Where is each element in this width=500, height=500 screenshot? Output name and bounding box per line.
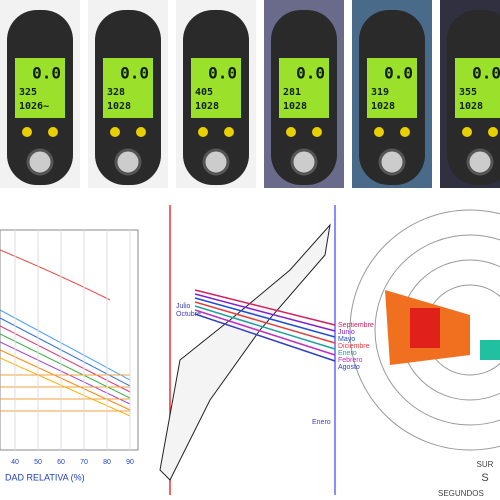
x-tick-label: 90 bbox=[126, 459, 134, 466]
device-sensor bbox=[378, 148, 406, 176]
device-button bbox=[462, 127, 472, 137]
psychro-grid bbox=[159, 223, 331, 481]
x-tick-label: 60 bbox=[57, 459, 65, 466]
device-sensor bbox=[202, 148, 230, 176]
month-label: Junio bbox=[338, 329, 355, 336]
chart-line bbox=[0, 325, 131, 393]
reading-main: 0.0 bbox=[208, 64, 237, 83]
axis-label: SEGUNDOS bbox=[438, 489, 484, 498]
month-line bbox=[194, 297, 336, 338]
month-label: Agosto bbox=[338, 364, 360, 371]
device-screen bbox=[15, 58, 65, 118]
x-axis-label: DAD RELATIVA (%) bbox=[5, 472, 85, 482]
device-sensor bbox=[114, 148, 142, 176]
x-tick-label: 50 bbox=[34, 459, 42, 466]
device-sensor bbox=[26, 148, 54, 176]
device-button bbox=[312, 127, 322, 137]
reading: 1028 bbox=[459, 101, 483, 112]
month-label: Febrero bbox=[338, 357, 363, 364]
reading: 325 bbox=[19, 87, 37, 98]
chart-line bbox=[0, 309, 131, 381]
reading: 1028 bbox=[195, 101, 219, 112]
device-screen bbox=[103, 58, 153, 118]
device-button bbox=[22, 127, 32, 137]
reading-main: 0.0 bbox=[32, 64, 61, 83]
x-tick-label: 80 bbox=[103, 459, 111, 466]
month-label: Octubre bbox=[176, 311, 201, 318]
device-button bbox=[136, 127, 146, 137]
device-screen bbox=[367, 58, 417, 118]
month-line bbox=[194, 289, 336, 326]
chart-line bbox=[0, 349, 131, 411]
reading: 328 bbox=[107, 87, 125, 98]
reading: 1028 bbox=[107, 101, 131, 112]
chart-line bbox=[0, 341, 131, 405]
polar-chart bbox=[349, 209, 500, 451]
month-label: Enero bbox=[312, 419, 331, 426]
polar-teal bbox=[480, 340, 500, 360]
month-label: Enero bbox=[338, 350, 357, 357]
reading: 1028 bbox=[283, 101, 307, 112]
reading: 355 bbox=[459, 87, 477, 98]
device-sensor bbox=[466, 148, 494, 176]
month-line bbox=[194, 309, 336, 356]
polar-label: SUR bbox=[477, 460, 494, 469]
month-label: Julio bbox=[176, 303, 191, 310]
reading-main: 0.0 bbox=[472, 64, 500, 83]
device-screen bbox=[455, 58, 500, 118]
polar-core bbox=[410, 308, 440, 348]
month-line bbox=[194, 313, 336, 362]
device-button bbox=[224, 127, 234, 137]
month-line bbox=[194, 305, 336, 350]
device-button bbox=[198, 127, 208, 137]
device-screen bbox=[191, 58, 241, 118]
device-button bbox=[488, 127, 498, 137]
month-label: Septiembre bbox=[338, 322, 374, 329]
reading: 405 bbox=[195, 87, 213, 98]
reading-main: 0.0 bbox=[296, 64, 325, 83]
left-chart-frame bbox=[0, 229, 139, 451]
month-label: Mayo bbox=[338, 336, 355, 343]
x-tick-label: 40 bbox=[11, 459, 19, 466]
x-tick-label: 70 bbox=[80, 459, 88, 466]
reading-main: 0.0 bbox=[120, 64, 149, 83]
reading: 1028 bbox=[371, 101, 395, 112]
device-button bbox=[374, 127, 384, 137]
month-line bbox=[194, 293, 336, 332]
red-curve bbox=[0, 249, 111, 301]
device-button bbox=[400, 127, 410, 137]
device-screen bbox=[279, 58, 329, 118]
device-sensor bbox=[290, 148, 318, 176]
month-label: Diciembre bbox=[338, 343, 370, 350]
device-button bbox=[48, 127, 58, 137]
reading: 319 bbox=[371, 87, 389, 98]
device-button bbox=[286, 127, 296, 137]
reading: 281 bbox=[283, 87, 301, 98]
month-line bbox=[194, 301, 336, 344]
polar-letter: S bbox=[481, 472, 488, 484]
reading: 1026~ bbox=[19, 101, 49, 112]
device-button bbox=[110, 127, 120, 137]
reading-main: 0.0 bbox=[384, 64, 413, 83]
